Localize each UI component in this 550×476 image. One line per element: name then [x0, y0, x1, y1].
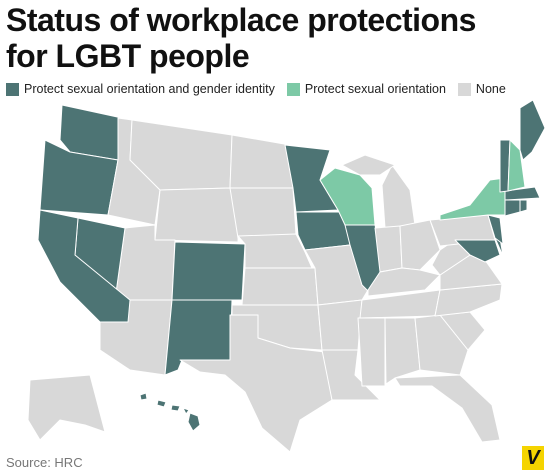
- state: [394, 374, 501, 443]
- state: [507, 139, 526, 192]
- legend-swatch: [6, 82, 19, 96]
- state: [179, 314, 333, 453]
- legend-item: Protect sexual orientation and gender id…: [6, 82, 275, 96]
- state: [229, 134, 294, 189]
- state: [399, 219, 441, 271]
- states: [27, 99, 546, 453]
- state: [504, 186, 541, 201]
- state: [170, 404, 181, 412]
- source: Source: HRC: [6, 455, 83, 470]
- state: [367, 267, 441, 297]
- state: [156, 399, 167, 408]
- state: [317, 299, 363, 351]
- state: [321, 349, 381, 401]
- state: [384, 317, 421, 385]
- state: [319, 167, 376, 226]
- state: [374, 225, 403, 273]
- state: [27, 374, 106, 441]
- state: [519, 199, 528, 213]
- state: [504, 199, 521, 217]
- legend-item: Protect sexual orientation: [286, 82, 446, 96]
- state: [171, 241, 246, 301]
- state: [519, 99, 546, 161]
- legend: Protect sexual orientation and gender id…: [6, 82, 506, 96]
- state: [241, 267, 319, 306]
- state: [154, 187, 241, 243]
- state: [487, 214, 504, 245]
- state: [187, 412, 201, 432]
- state: [357, 317, 386, 387]
- title-line: for LGBT people: [6, 38, 250, 74]
- state: [37, 209, 131, 323]
- state: [381, 164, 416, 229]
- state: [341, 154, 396, 176]
- state: [139, 392, 148, 401]
- logo: V: [522, 446, 544, 470]
- state: [434, 283, 503, 317]
- state: [229, 187, 297, 239]
- state: [182, 407, 190, 415]
- state: [439, 177, 506, 221]
- state: [454, 239, 501, 263]
- legend-label: None: [475, 82, 506, 96]
- legend-item: None: [457, 82, 506, 96]
- title-line: Status of workplace protections: [6, 2, 476, 38]
- legend-label: Protect sexual orientation: [304, 82, 446, 96]
- legend-swatch: [457, 82, 471, 96]
- legend-label: Protect sexual orientation and gender id…: [24, 82, 275, 96]
- legend-swatch: [286, 82, 300, 96]
